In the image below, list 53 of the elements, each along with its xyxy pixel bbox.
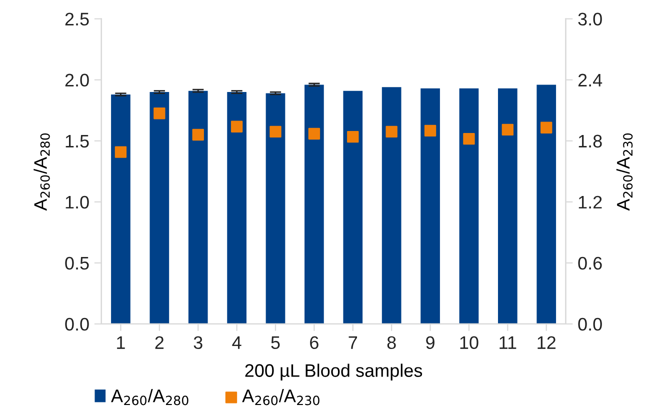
y-axis-title: A$_{260}$/A$_{280}$ — [34, 133, 50, 211]
x-tick-label: 9 — [426, 336, 434, 350]
y2-tick-label: 1.8 — [578, 134, 602, 148]
point — [424, 124, 436, 137]
bar — [188, 90, 208, 324]
bar — [304, 84, 324, 324]
bar — [382, 87, 402, 324]
point — [308, 128, 320, 140]
y-tick-label: 1.0 — [66, 196, 89, 209]
x-tick-label: 1 — [117, 336, 125, 349]
y-tick-label: 0.0 — [65, 318, 89, 331]
bar — [498, 88, 518, 324]
point — [463, 132, 475, 145]
point — [540, 122, 552, 134]
bar — [227, 92, 246, 324]
point — [347, 130, 359, 143]
bar — [459, 88, 479, 324]
y2-axis-title: A$_{260}$/A$_{230}$ — [616, 133, 633, 211]
legend-label: A$_{260}$/A$_{230}$ — [242, 389, 320, 406]
x-tick-label: 3 — [194, 336, 202, 350]
legend-label: A$_{260}$/A$_{280}$ — [111, 389, 188, 406]
point — [270, 126, 282, 138]
x-tick-label: 6 — [310, 336, 318, 350]
x-tick-label: 11 — [500, 336, 516, 349]
bar — [266, 93, 286, 324]
bar — [111, 94, 130, 324]
y2-tick-label: 1.2 — [578, 196, 602, 208]
x-axis-title: 200 µL Blood samples — [245, 364, 422, 381]
bar — [420, 88, 440, 324]
x-tick-label: 10 — [460, 336, 478, 350]
y-tick-label: 0.5 — [65, 256, 89, 270]
point — [154, 108, 166, 120]
point — [502, 124, 514, 136]
y-tick-label: 1.5 — [66, 134, 89, 148]
x-tick-label: 5 — [271, 336, 280, 350]
y2-tick-label: 3.0 — [578, 12, 602, 26]
point — [230, 120, 243, 132]
x-tick-label: 12 — [538, 336, 556, 349]
y-tick-label: 2.5 — [65, 12, 89, 26]
y2-tick-label: 2.4 — [578, 74, 602, 86]
x-tick-label: 7 — [348, 336, 357, 349]
x-tick-label: 8 — [387, 336, 396, 350]
point — [192, 128, 204, 141]
y2-tick-label: 0.6 — [578, 256, 602, 270]
bar — [343, 90, 363, 324]
bar — [536, 84, 556, 324]
bar — [150, 92, 170, 324]
x-tick-label: 2 — [155, 336, 164, 349]
y-tick-label: 2.0 — [65, 74, 89, 87]
point — [114, 146, 127, 158]
point — [386, 126, 398, 138]
y2-tick-label: 0.0 — [578, 318, 602, 331]
x-tick-label: 4 — [232, 336, 242, 349]
